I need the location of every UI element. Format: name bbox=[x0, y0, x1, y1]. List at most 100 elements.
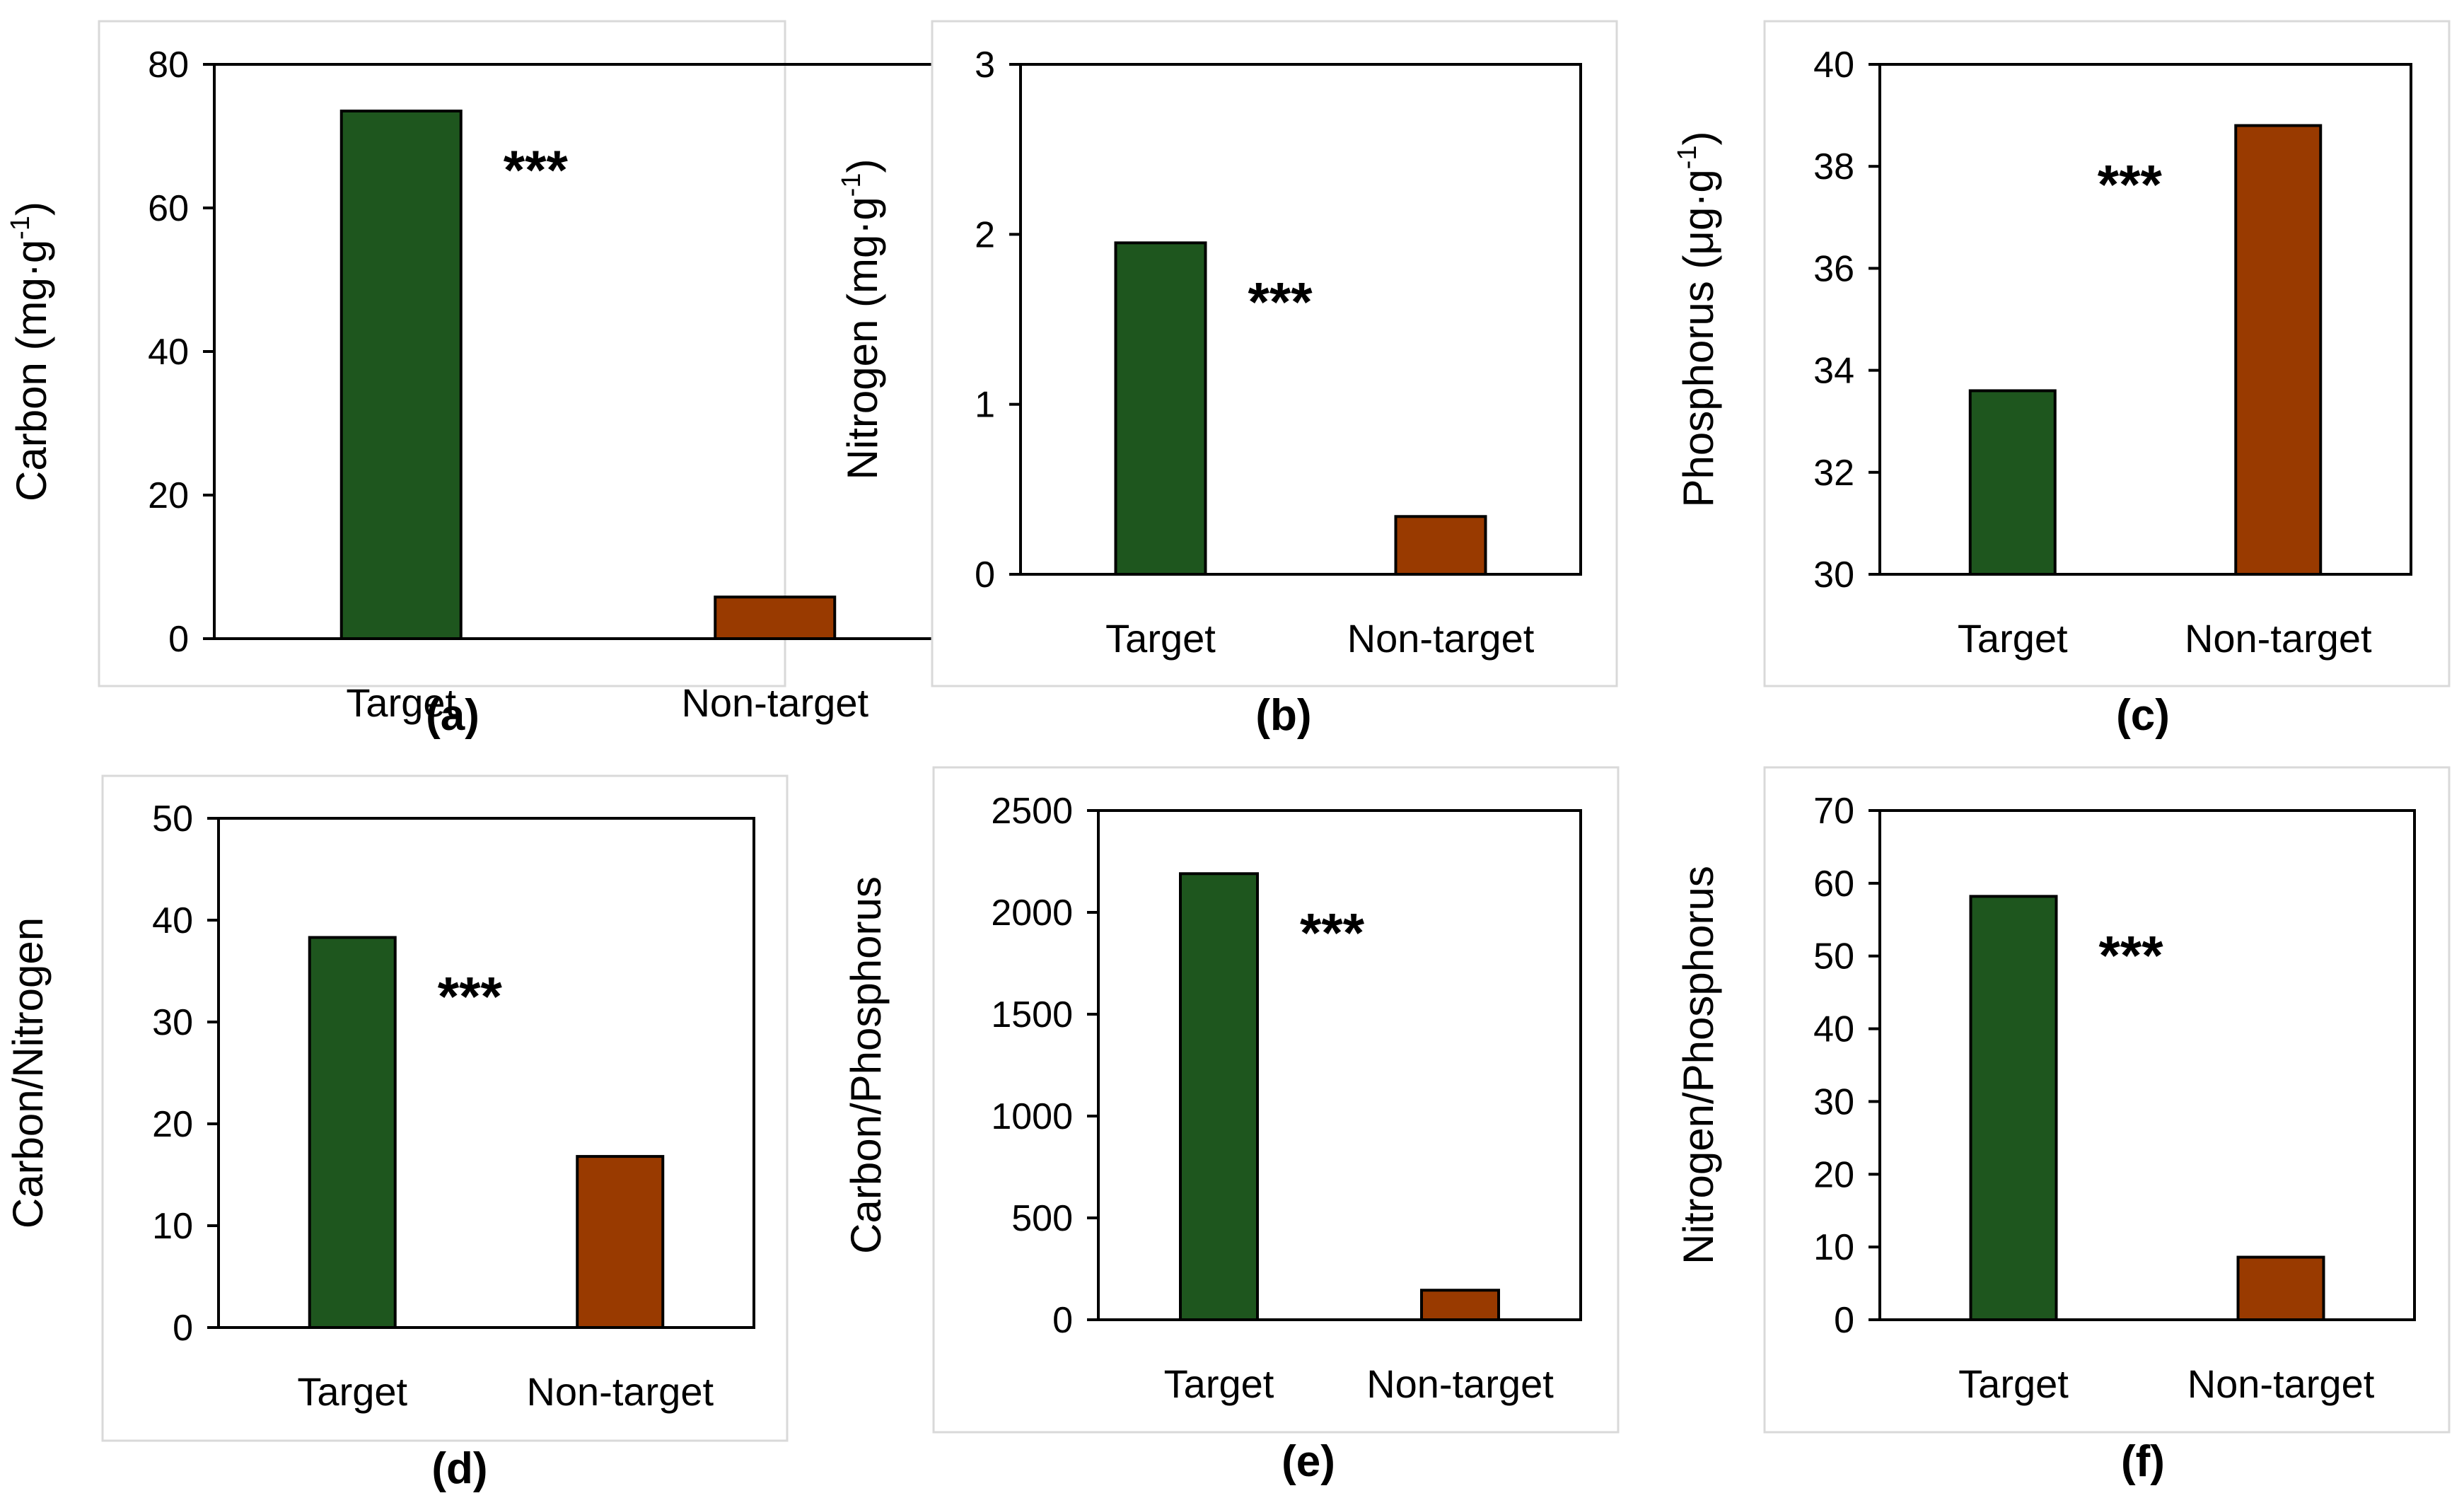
y-axis-label: Phosphorus (μg·g-1) bbox=[1673, 132, 1722, 508]
panel-frame bbox=[1763, 20, 2451, 687]
category-label: Non-target bbox=[526, 1369, 714, 1414]
panel-frame bbox=[1763, 766, 2451, 1434]
y-tick-label: 30 bbox=[1813, 554, 1854, 596]
y-tick-label: 1000 bbox=[991, 1096, 1073, 1137]
y-tick-label: 50 bbox=[152, 798, 193, 840]
y-axis-label: Nitrogen/Phosphorus bbox=[1675, 866, 1722, 1265]
bar-target bbox=[1968, 389, 2057, 576]
y-tick-label: 38 bbox=[1813, 146, 1854, 187]
category-label: Target bbox=[1958, 1361, 2069, 1406]
panel-caption: (f) bbox=[2121, 1437, 2165, 1486]
category-label: Non-target bbox=[681, 680, 868, 725]
y-tick-label: 80 bbox=[148, 45, 189, 86]
y-axis-label-sup: -1 bbox=[837, 173, 866, 197]
y-tick-label: 2 bbox=[975, 214, 995, 255]
y-axis-label: Nitrogen (mg·g-1) bbox=[837, 159, 886, 480]
y-tick-label: 40 bbox=[1813, 45, 1854, 86]
category-label: Non-target bbox=[2187, 1361, 2375, 1406]
y-tick-label: 60 bbox=[1813, 864, 1854, 905]
y-axis-label-sup: -1 bbox=[1673, 146, 1702, 170]
y-tick-label: 32 bbox=[1813, 453, 1854, 494]
significance-marker: *** bbox=[438, 965, 503, 1027]
y-axis-label-main: Nitrogen/Phosphorus bbox=[1675, 866, 1722, 1265]
y-tick-label: 0 bbox=[1834, 1300, 1854, 1341]
y-tick-label: 34 bbox=[1813, 351, 1854, 392]
bar-non-target bbox=[2234, 124, 2323, 576]
y-tick-label: 3 bbox=[975, 45, 995, 86]
panel-caption: (c) bbox=[2116, 691, 2170, 740]
bar-target bbox=[339, 109, 463, 641]
y-tick-label: 10 bbox=[1813, 1227, 1854, 1268]
bar-non-target bbox=[576, 1155, 665, 1329]
y-axis-label-sup: -1 bbox=[6, 216, 35, 240]
y-tick-label: 2000 bbox=[991, 893, 1073, 934]
category-label: Non-target bbox=[1347, 616, 1535, 661]
significance-marker: *** bbox=[2098, 153, 2163, 216]
y-axis-label-tail: ) bbox=[839, 159, 886, 173]
y-tick-label: 50 bbox=[1813, 936, 1854, 977]
y-axis-label: Carbon (mg·g-1) bbox=[6, 202, 55, 501]
bar-non-target bbox=[1394, 515, 1487, 576]
significance-marker: *** bbox=[1248, 270, 1313, 332]
y-tick-label: 0 bbox=[168, 619, 189, 660]
y-axis-label-main: Carbon/Nitrogen bbox=[4, 917, 52, 1229]
y-tick-label: 0 bbox=[173, 1308, 193, 1349]
y-axis-label-main: Phosphorus (μg·g bbox=[1675, 169, 1722, 507]
panel-caption: (e) bbox=[1282, 1437, 1335, 1486]
y-axis-label: Carbon/Nitrogen bbox=[4, 917, 52, 1229]
bar-target bbox=[1114, 241, 1207, 576]
panel-caption: (a) bbox=[426, 691, 480, 740]
y-tick-label: 20 bbox=[1813, 1154, 1854, 1195]
panel-caption: (b) bbox=[1255, 691, 1311, 740]
chart-panel-5: 0 10 20 30 40 50 60 70 Target Non-target Nitrogen/… bbox=[1675, 766, 2451, 1486]
bar-target bbox=[1969, 895, 2058, 1322]
y-tick-label: 500 bbox=[1011, 1198, 1073, 1239]
y-tick-label: 60 bbox=[148, 188, 189, 229]
y-tick-label: 0 bbox=[975, 554, 995, 596]
significance-marker: *** bbox=[504, 139, 569, 201]
plot-area bbox=[1097, 809, 1582, 1321]
chart-panel-2: 30 32 34 36 38 40 Target Non-target Phosphorus (… bbox=[1673, 20, 2451, 740]
panel-caption: (d) bbox=[431, 1444, 487, 1493]
bar-non-target bbox=[2236, 1255, 2325, 1321]
y-tick-label: 20 bbox=[148, 475, 189, 516]
panel-frame bbox=[931, 20, 1618, 687]
y-axis-label-main: Nitrogen (mg·g bbox=[839, 197, 886, 480]
chart-panel-3: 0 10 20 30 40 50 Target Non-target Carbon/Nitrog… bbox=[4, 774, 789, 1493]
y-tick-label: 2500 bbox=[991, 791, 1073, 832]
category-label: Non-target bbox=[2185, 616, 2372, 661]
chart-panel-4: 0 500 1000 1500 2000 2500 Target Non-target Carb… bbox=[842, 766, 1620, 1486]
category-label: Target bbox=[297, 1369, 407, 1414]
category-label: Target bbox=[346, 680, 456, 725]
y-tick-label: 0 bbox=[1052, 1300, 1073, 1341]
plot-area bbox=[1878, 809, 2416, 1321]
y-axis-label-tail: ) bbox=[1675, 132, 1722, 146]
bar-target bbox=[1179, 872, 1259, 1321]
panel-frame bbox=[101, 774, 789, 1442]
category-label: Target bbox=[1105, 616, 1216, 661]
y-tick-label: 40 bbox=[148, 332, 189, 373]
panel-frame bbox=[932, 766, 1620, 1434]
y-axis-label-tail: ) bbox=[8, 202, 55, 216]
plot-area bbox=[1019, 63, 1582, 576]
y-tick-label: 30 bbox=[1813, 1081, 1854, 1122]
y-tick-label: 1 bbox=[975, 385, 995, 426]
significance-marker: *** bbox=[2099, 924, 2164, 986]
y-axis-label-main: Carbon (mg·g bbox=[8, 240, 55, 501]
y-tick-label: 40 bbox=[152, 900, 193, 941]
y-tick-label: 36 bbox=[1813, 248, 1854, 289]
y-tick-label: 1500 bbox=[991, 994, 1073, 1035]
y-tick-label: 20 bbox=[152, 1104, 193, 1145]
y-axis-label-main: Carbon/Phosphorus bbox=[842, 876, 890, 1254]
bar-target bbox=[308, 936, 397, 1329]
plot-area bbox=[217, 817, 755, 1329]
bar-non-target bbox=[1420, 1289, 1500, 1321]
y-tick-label: 10 bbox=[152, 1206, 193, 1247]
chart-panel-1: 0 1 2 3 Target Non-target Nitrogen (mg·g-1) ***… bbox=[837, 20, 1618, 740]
category-label: Target bbox=[1164, 1361, 1274, 1406]
significance-marker: *** bbox=[1300, 901, 1365, 963]
category-label: Target bbox=[1958, 616, 2068, 661]
y-tick-label: 40 bbox=[1813, 1009, 1854, 1050]
